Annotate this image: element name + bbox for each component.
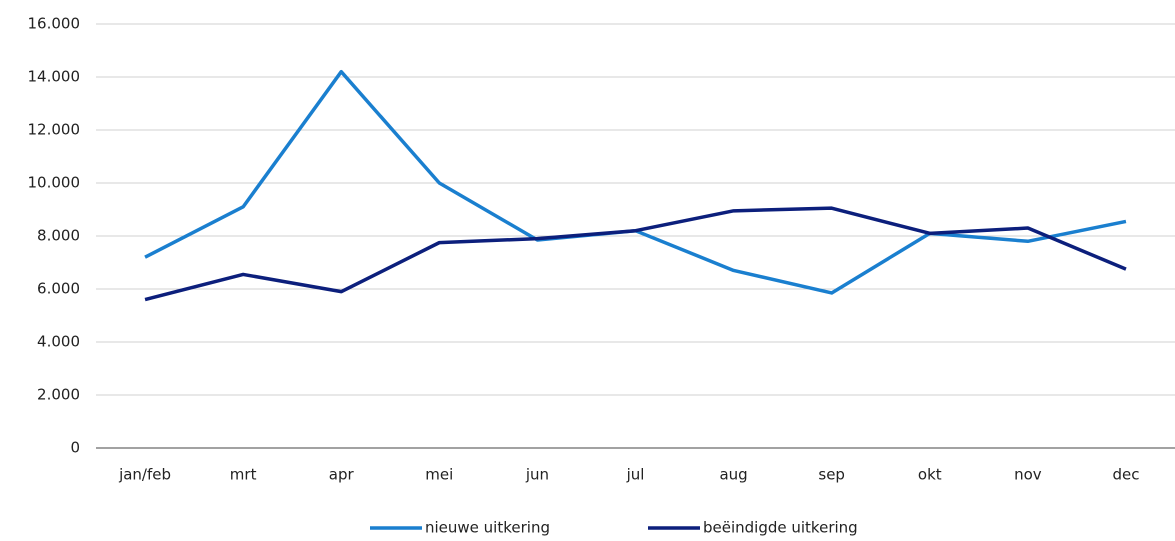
- y-tick-label: 14.000: [28, 68, 81, 86]
- y-tick-label: 0: [70, 439, 80, 457]
- y-tick-label: 8.000: [37, 227, 80, 245]
- x-tick-label: mei: [425, 466, 453, 484]
- legend-label: nieuwe uitkering: [425, 519, 550, 537]
- y-tick-label: 10.000: [28, 174, 81, 192]
- x-tick-label: apr: [329, 466, 355, 484]
- y-tick-label: 2.000: [37, 386, 80, 404]
- legend-label: beëindigde uitkering: [703, 519, 858, 537]
- x-tick-label: nov: [1014, 466, 1042, 484]
- series-line: [144, 69, 1127, 295]
- series-line: [144, 206, 1127, 302]
- y-tick-label: 16.000: [28, 15, 81, 33]
- x-tick-label: dec: [1112, 466, 1139, 484]
- x-tick-label: okt: [918, 466, 942, 484]
- y-tick-label: 6.000: [37, 280, 80, 298]
- x-tick-label: jul: [626, 466, 645, 484]
- x-tick-label: sep: [818, 466, 845, 484]
- x-tick-label: mrt: [230, 466, 257, 484]
- x-tick-label: jun: [525, 466, 549, 484]
- x-tick-label: aug: [719, 466, 747, 484]
- y-tick-label: 4.000: [37, 333, 80, 351]
- y-tick-label: 12.000: [28, 121, 81, 139]
- x-tick-label: jan/feb: [118, 466, 171, 484]
